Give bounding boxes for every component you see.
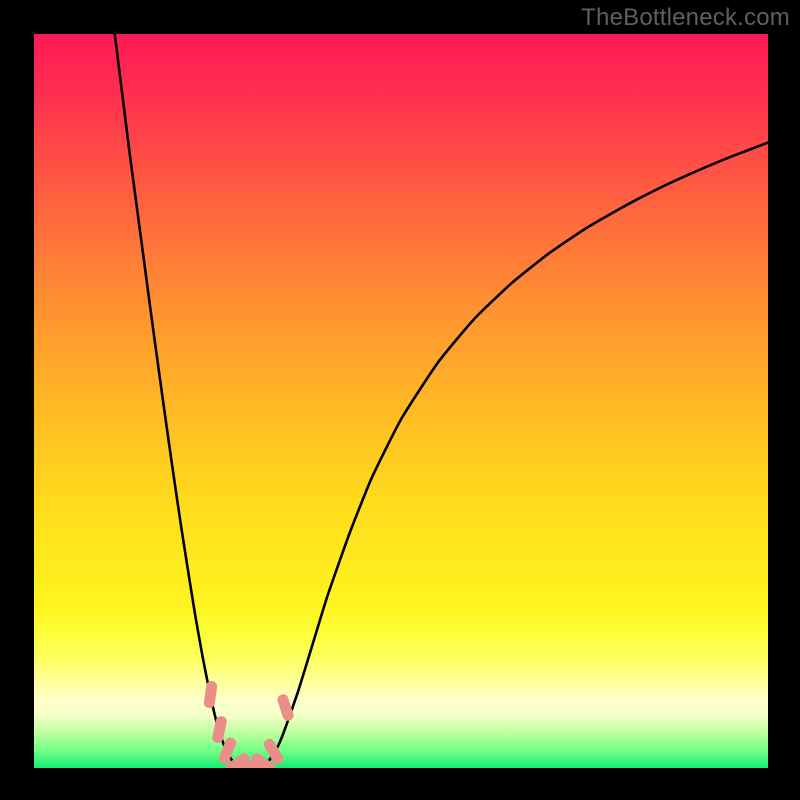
plot-area <box>34 34 768 768</box>
curve-marker <box>276 693 295 722</box>
markers-layer <box>34 34 768 768</box>
curve-marker <box>203 680 218 708</box>
watermark-text: TheBottleneck.com <box>581 4 790 32</box>
